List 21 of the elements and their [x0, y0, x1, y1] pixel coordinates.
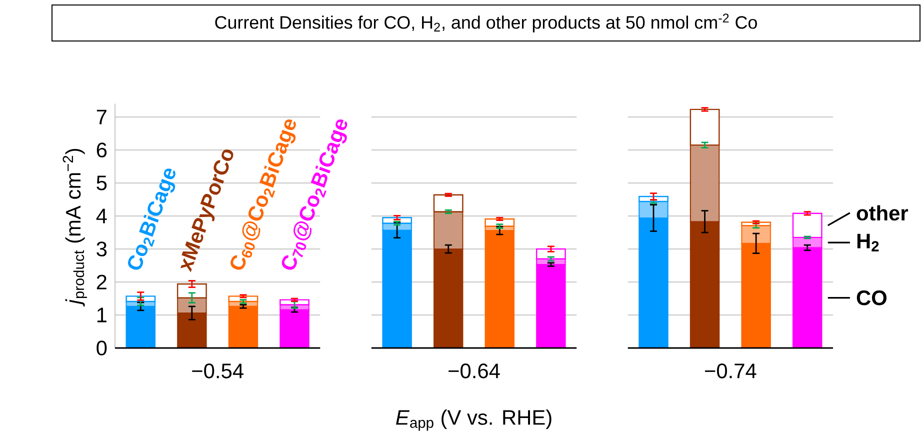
y-tick-label: 7	[96, 110, 106, 124]
y-tick-label: 5	[96, 176, 107, 190]
text: −0.54	[192, 364, 244, 378]
bar	[280, 309, 310, 348]
series-label: CO	[856, 290, 887, 306]
x-axis-title: E$_{app}$ (V vs. RHE)	[396, 410, 552, 431]
text: −0.64	[448, 364, 500, 378]
y-tick-label: 1	[97, 308, 106, 322]
text: −0.74	[705, 364, 756, 378]
bar	[484, 230, 515, 348]
y-axis-title: j$_{product}$ (mA cm$^{−2}$)	[62, 148, 87, 306]
bar	[228, 306, 258, 348]
y-tick-label: 4	[96, 208, 107, 224]
chart-title: Current Densities for CO, H$_{2}$, and other products at 50 nmol cm$^{-2}$ Co	[215, 14, 757, 32]
series-label: other	[856, 205, 908, 221]
y-tick-label: 3	[96, 242, 107, 256]
bar	[126, 306, 156, 348]
series-label: H$_{2}$	[857, 234, 879, 252]
y-tick-label: 6	[96, 142, 107, 158]
y-tick-label: 2	[96, 274, 106, 290]
y-tick-label: 0	[96, 340, 107, 356]
